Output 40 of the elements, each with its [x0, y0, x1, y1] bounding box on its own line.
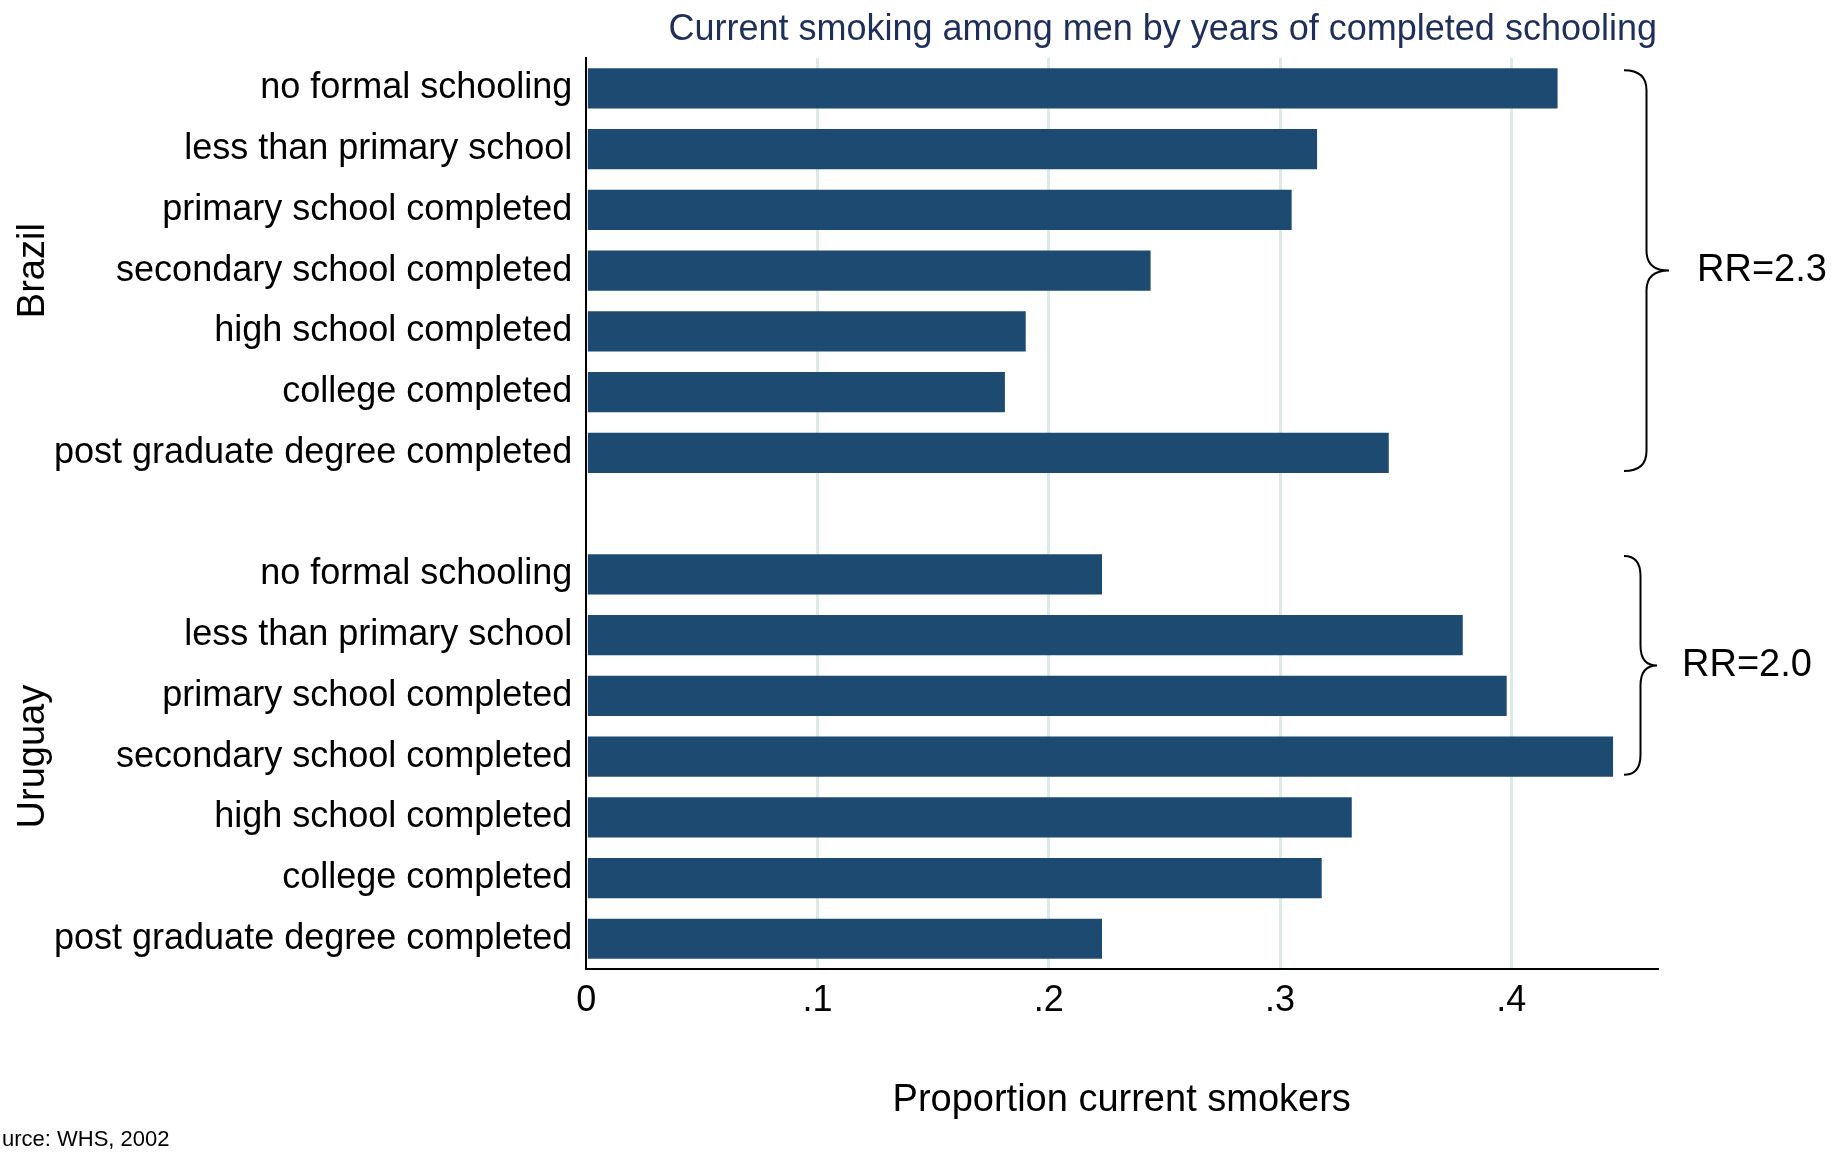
- y-tick-label: post graduate degree completed: [53, 429, 573, 471]
- bar: [587, 736, 1614, 777]
- x-tick-label: .3: [1265, 977, 1296, 1019]
- x-tick-label: .2: [1033, 977, 1064, 1019]
- y-tick-label: primary school completed: [162, 672, 573, 714]
- y-tick-label: no formal schooling: [260, 65, 573, 107]
- bar: [587, 554, 1103, 595]
- bar: [587, 311, 1026, 352]
- text: Uruguay: [10, 684, 53, 829]
- text: Brazil: [10, 223, 53, 319]
- y-tick-label: secondary school completed: [116, 247, 573, 289]
- text: RR=2.0: [1682, 641, 1812, 684]
- bar: [587, 250, 1151, 291]
- y-tick-label: college completed: [282, 855, 573, 896]
- bar: [587, 432, 1389, 473]
- bar: [587, 129, 1318, 170]
- y-tick-label: primary school completed: [162, 186, 573, 228]
- y-tick-label: secondary school completed: [116, 733, 573, 775]
- text: RR=2.3: [1697, 247, 1827, 290]
- x-tick-label: 0: [576, 977, 597, 1019]
- bar: [587, 372, 1005, 413]
- bar: [587, 189, 1292, 230]
- bar: [587, 858, 1322, 899]
- y-tick-label: college completed: [282, 369, 573, 411]
- y-tick-label: post graduate degree completed: [53, 915, 573, 957]
- x-tick-label: .1: [802, 977, 833, 1019]
- y-tick-label: less than primary school: [184, 612, 573, 654]
- x-tick-label: .4: [1496, 977, 1527, 1019]
- y-tick-label: no formal schooling: [260, 551, 573, 593]
- y-tick-label: high school completed: [214, 308, 573, 350]
- bar: [587, 918, 1103, 959]
- bar: [587, 615, 1463, 656]
- bar: [587, 797, 1352, 838]
- bar: [587, 675, 1507, 716]
- y-tick-label: high school completed: [214, 794, 573, 836]
- text: urce: WHS, 2002: [2, 1126, 170, 1152]
- chart-title: Current smoking among men by years of completed schooling: [668, 6, 1657, 48]
- bar: [587, 68, 1558, 109]
- y-tick-label: less than primary school: [184, 126, 573, 168]
- x-axis-title: Proportion current smokers: [892, 1076, 1351, 1119]
